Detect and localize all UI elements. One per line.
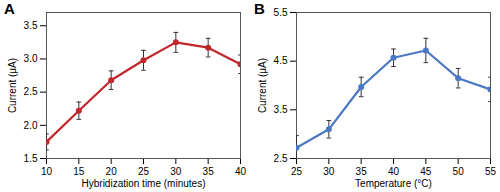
svg-text:3.5: 3.5 [274, 104, 288, 115]
html-text:B: B [254, 0, 265, 17]
svg-text:3.0: 3.0 [24, 53, 38, 64]
svg-text:3.5: 3.5 [24, 20, 38, 31]
svg-text:50: 50 [453, 166, 465, 177]
svg-text:Hybridization time (minutes): Hybridization time (minutes) [82, 178, 206, 189]
svg-text:25: 25 [138, 166, 150, 177]
svg-text:30: 30 [170, 166, 182, 177]
svg-text:45: 45 [420, 166, 432, 177]
svg-text:Temperature (°C): Temperature (°C) [355, 178, 432, 189]
svg-text:1.5: 1.5 [24, 153, 38, 164]
svg-text:20: 20 [106, 166, 118, 177]
svg-text:55: 55 [485, 166, 497, 177]
svg-text:2.5: 2.5 [274, 153, 288, 164]
svg-text:5.5: 5.5 [274, 7, 288, 18]
svg-text:2.5: 2.5 [24, 86, 38, 97]
svg-text:35: 35 [203, 166, 215, 177]
svg-text:Current (μA): Current (μA) [7, 58, 18, 113]
svg-text:10: 10 [41, 166, 53, 177]
svg-text:40: 40 [388, 166, 400, 177]
svg-text:15: 15 [73, 166, 85, 177]
svg-text:25: 25 [291, 166, 303, 177]
svg-text:4.5: 4.5 [274, 55, 288, 66]
svg-text:Current (μA): Current (μA) [257, 58, 268, 113]
svg-text:30: 30 [323, 166, 335, 177]
svg-text:2.0: 2.0 [24, 120, 38, 131]
html-text:A: A [4, 0, 15, 17]
svg-text:35: 35 [356, 166, 368, 177]
svg-text:40: 40 [235, 166, 247, 177]
